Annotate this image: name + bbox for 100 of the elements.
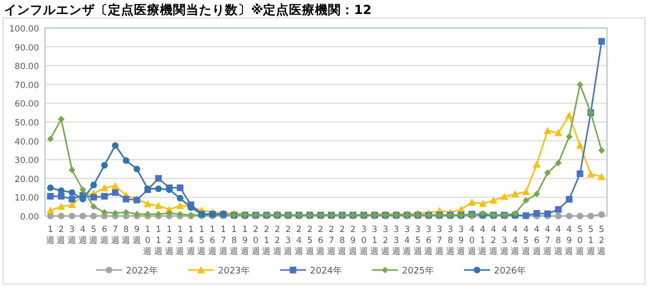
x-tick-label: 10週 [143,225,152,257]
y-tick-label: 60.00 [14,100,39,110]
x-tick-label: 30週 [359,225,368,257]
x-tick-label: 14週 [186,225,196,257]
point [532,160,541,168]
y-tick-label: 40.00 [14,137,39,148]
y-tick-label: 50.00 [14,118,39,128]
y-tick-label: 100.00 [9,24,39,34]
y-tick-label: 0.00 [20,212,39,222]
x-tick-label: 7週 [110,225,120,246]
point [47,212,54,220]
x-tick-label: 2週 [56,225,66,246]
x-tick-label: 45週 [521,225,530,257]
point [500,192,508,200]
point [566,212,572,220]
point [90,203,97,210]
y-tick-label: 10.00 [14,194,39,204]
y-tick-label: 70.00 [14,80,39,91]
point [58,116,65,122]
x-tick-label: 44週 [510,225,520,257]
x-tick-label: 34週 [402,225,412,257]
x-tick-label: 35週 [413,225,422,257]
x-tick-label: 43週 [500,225,509,257]
x-tick-label: 47週 [543,225,552,257]
x-tick-label: 37週 [434,225,444,257]
point [68,212,76,220]
legend-label: 2023年 [218,266,250,276]
point [80,212,86,220]
point [68,166,76,174]
x-tick-label: 19週 [240,225,250,257]
point [47,184,54,192]
point [522,188,530,196]
x-tick-label: 18週 [230,225,239,257]
point [122,208,130,216]
x-tick-label: 31週 [370,225,380,257]
x-tick-label: 50週 [575,225,584,257]
x-tick-label: 24週 [294,225,304,257]
point [544,210,551,218]
point [478,200,487,207]
legend-label: 2022年 [126,266,158,276]
x-tick-label: 12週 [164,225,174,257]
point [533,190,540,198]
x-tick-label: 28週 [338,225,347,257]
x-tick-label: 4週 [78,225,88,246]
point [565,112,573,119]
point [101,162,108,169]
point [511,190,519,198]
x-tick-label: 16週 [208,225,218,257]
point [122,196,130,202]
x-tick-label: 48週 [554,225,563,257]
legend-label: 2025年 [402,266,434,276]
legend-label: 2026年 [494,266,526,276]
x-tick-label: 26週 [316,225,326,257]
point [544,169,551,176]
x-tick-label: 11週 [154,225,163,257]
point [554,128,562,136]
y-tick-label: 90.00 [14,43,39,54]
point [68,189,76,196]
x-tick-label: 42週 [489,225,498,257]
point [155,185,162,192]
point [58,192,65,200]
point [101,192,108,200]
point [566,196,572,203]
point [598,147,605,154]
x-tick-label: 23週 [284,225,293,257]
point [112,189,119,196]
point [586,170,595,178]
point [47,192,54,200]
point [122,157,130,164]
point [90,212,97,220]
x-tick-label: 49週 [564,225,574,257]
point [576,212,584,220]
x-tick-label: 36週 [424,225,434,257]
y-tick-label: 20.00 [14,174,39,185]
point [68,196,76,202]
x-tick-label: 40週 [467,225,476,257]
x-tick-label: 1週 [46,225,55,246]
legend-label: 2024年 [310,266,342,276]
x-tick-label: 27週 [326,225,336,257]
point [533,210,540,217]
x-tick-label: 8週 [122,225,131,246]
x-tick-label: 51週 [586,225,596,257]
point [555,206,562,213]
point [57,202,66,210]
point [154,202,162,209]
x-tick-label: 21週 [262,225,272,257]
y-tick-label: 30.00 [14,156,39,166]
x-tick-label: 22週 [272,225,282,257]
y-tick-label: 80.00 [14,62,39,72]
point [544,126,552,134]
point [555,212,562,220]
point [576,142,584,149]
point [112,142,119,149]
point [134,166,140,172]
x-tick-label: 6週 [100,225,109,246]
x-tick-label: 33週 [392,225,401,257]
point [47,136,54,142]
point [80,186,86,193]
point [576,170,584,177]
point [566,133,572,140]
